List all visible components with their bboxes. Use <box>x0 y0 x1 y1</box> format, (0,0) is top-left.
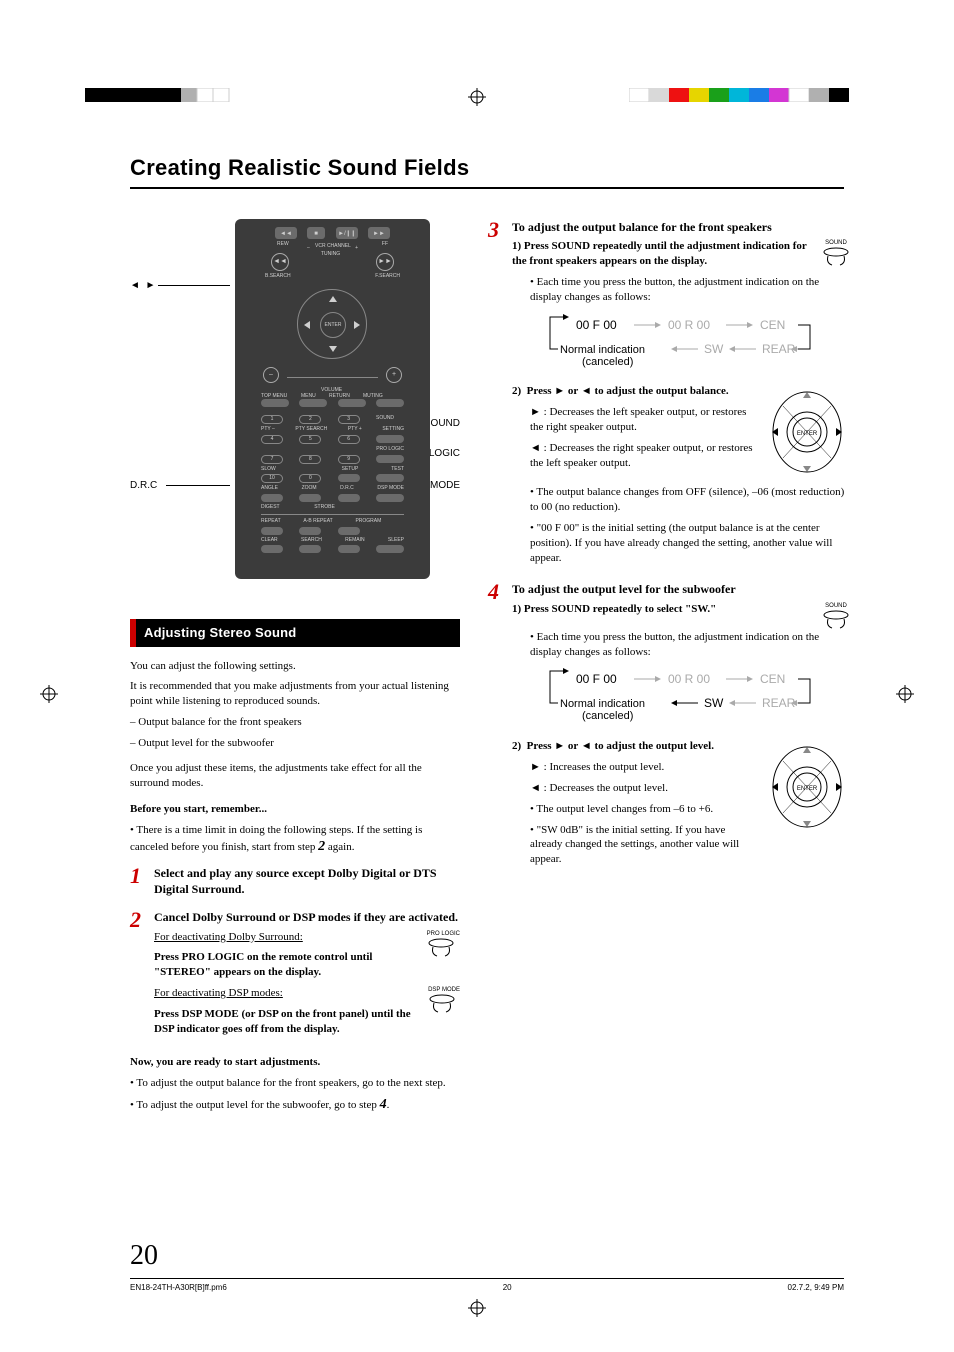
step-number: 4 <box>488 581 512 873</box>
subheading: Before you start, remember... <box>130 802 460 817</box>
page-number: 20 <box>130 1240 158 1272</box>
note: • The output balance changes from OFF (s… <box>512 485 850 515</box>
instruction: Press DSP MODE (or DSP on the front pane… <box>154 1007 460 1037</box>
paragraph: It is recommended that you make adjustme… <box>130 679 460 709</box>
svg-text:Normal indication: Normal indication <box>560 344 645 356</box>
paragraph: You can adjust the following settings. <box>130 659 460 674</box>
print-colorbar-left <box>85 88 245 107</box>
paragraph: Once you adjust these items, the adjustm… <box>130 761 460 791</box>
flow-diagram: 00 F 00 00 R 00 CEN Normal indication (c… <box>530 313 850 377</box>
registration-mark-bottom <box>468 1299 486 1322</box>
svg-text:(canceled): (canceled) <box>582 710 633 722</box>
svg-text:►►: ►► <box>373 231 385 237</box>
footer-file: EN18-24TH-A30R[B]ff.pm6 <box>130 1283 227 1292</box>
svg-text:00 R 00: 00 R 00 <box>668 672 710 686</box>
step-title: To adjust the output level for the subwo… <box>512 581 850 597</box>
footer-date: 02.7.2, 9:49 PM <box>788 1283 844 1292</box>
svg-text:REAR: REAR <box>762 342 796 356</box>
instruction: Press PRO LOGIC on the remote control un… <box>154 950 460 980</box>
section-header: Adjusting Stereo Sound <box>130 619 460 647</box>
svg-text:00 R 00: 00 R 00 <box>668 318 710 332</box>
substep: 1) Press SOUND repeatedly until the adju… <box>512 239 850 269</box>
page-title: Creating Realistic Sound Fields <box>130 155 844 189</box>
svg-text:►/❙❙: ►/❙❙ <box>338 230 356 237</box>
step-number: 3 <box>488 219 512 571</box>
dspmode-icon: DSP MODE <box>428 986 460 1014</box>
svg-text:(canceled): (canceled) <box>582 356 633 368</box>
note: • Each time you press the button, the ad… <box>512 630 850 660</box>
step-title: To adjust the output balance for the fro… <box>512 219 850 235</box>
print-footer: EN18-24TH-A30R[B]ff.pm6 20 02.7.2, 9:49 … <box>130 1278 844 1292</box>
svg-text:SW: SW <box>704 342 724 356</box>
svg-text:Normal indication: Normal indication <box>560 698 645 710</box>
note: • Each time you press the button, the ad… <box>512 275 850 305</box>
remote-diagram: ◄ ► D.R.C SOUND PRO LOGIC DSP MODE ◄◄ ■ … <box>130 219 460 589</box>
sound-icon: SOUND <box>822 602 850 630</box>
step-title: Select and play any source except Dolby … <box>154 865 460 897</box>
registration-mark-right <box>896 685 914 708</box>
paragraph: • There is a time limit in doing the fol… <box>130 823 460 857</box>
footer-page: 20 <box>503 1283 512 1292</box>
list-item: • To adjust the output level for the sub… <box>130 1096 460 1115</box>
dpad-icon: ENTER <box>764 739 850 840</box>
svg-text:CEN: CEN <box>760 672 785 686</box>
svg-text:SW: SW <box>704 696 724 710</box>
callout-arrows: ◄ ► <box>130 279 155 293</box>
sub-label: For deactivating Dolby Surround: <box>154 930 460 945</box>
sub-label: For deactivating DSP modes: <box>154 986 460 1001</box>
registration-mark-top <box>468 88 486 111</box>
registration-mark-left <box>40 685 58 708</box>
substep: 1) Press SOUND repeatedly to select "SW.… <box>512 602 850 617</box>
print-colorbar-right <box>629 88 869 107</box>
svg-text:CEN: CEN <box>760 318 785 332</box>
note: • "00 F 00" is the initial setting (the … <box>512 521 850 566</box>
svg-text:00 F 00: 00 F 00 <box>576 318 617 332</box>
prologic-icon: PRO LOGIC <box>427 930 460 958</box>
step-number: 2 <box>130 909 154 1042</box>
svg-text:00 F 00: 00 F 00 <box>576 672 617 686</box>
sound-icon: SOUND <box>822 239 850 267</box>
svg-text:■: ■ <box>315 231 319 237</box>
list-item: – Output balance for the front speakers <box>130 715 460 730</box>
list-item: – Output level for the subwoofer <box>130 736 460 751</box>
svg-text:REAR: REAR <box>762 696 796 710</box>
svg-text:◄◄: ◄◄ <box>280 231 292 237</box>
step-number: 1 <box>130 865 154 901</box>
subheading: Now, you are ready to start adjustments. <box>130 1055 460 1070</box>
list-item: • To adjust the output balance for the f… <box>130 1076 460 1091</box>
step-title: Cancel Dolby Surround or DSP modes if th… <box>154 909 460 925</box>
dpad-icon: ENTER <box>764 384 850 485</box>
callout-drc: D.R.C <box>130 479 157 493</box>
flow-diagram: 00 F 00 00 R 00 CEN Normal indication (c… <box>530 667 850 731</box>
